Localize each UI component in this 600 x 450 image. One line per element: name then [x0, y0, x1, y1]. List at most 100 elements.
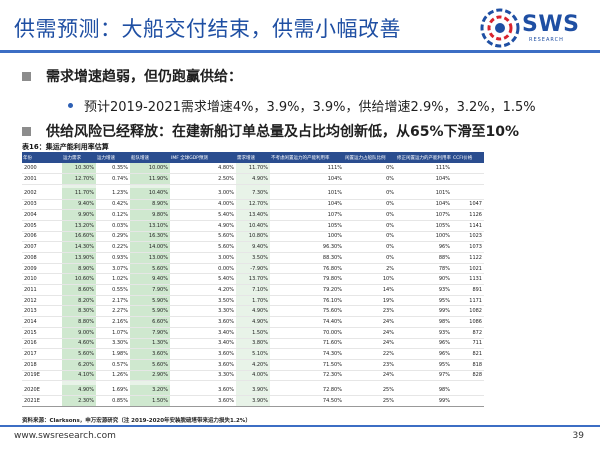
table-cell: 1.07% — [96, 327, 130, 339]
table-cell: 1122 — [452, 252, 484, 264]
table-cell: 5.40% — [170, 209, 236, 221]
spacer-cell — [130, 184, 170, 189]
table-cell: 4.20% — [170, 284, 236, 296]
table-cell: 0% — [344, 173, 396, 185]
table-cell: 2.27% — [96, 305, 130, 318]
table-cell: 7.90% — [130, 327, 170, 339]
table-cell: 13.20% — [62, 220, 96, 232]
year-cell: 2013 — [22, 305, 62, 318]
table-row: 2008 13.90% 0.93% 13.00% 3.00% 3.50% 88.30% 0% 8… — [22, 252, 484, 264]
square-bullet-icon — [22, 126, 31, 136]
table-cell: 9.40% — [236, 241, 270, 253]
table-cell: 9.90% — [62, 209, 96, 221]
table-cell: 9.00% — [62, 327, 96, 339]
table-row: 2017 5.60% 1.98% 3.60% 3.60% 5.10% 74.30% 22% 96… — [22, 348, 484, 360]
table-cell: 0% — [344, 163, 396, 175]
table-cell: 25% — [344, 395, 396, 407]
year-cell: 2018 — [22, 359, 62, 371]
spacer-cell — [62, 380, 96, 385]
table-cell: 76.10% — [270, 295, 344, 307]
table-cell: 104% — [270, 173, 344, 185]
table-cell: 24% — [344, 370, 396, 382]
table-header-cell: IMF 全球GDP预测 — [170, 152, 236, 163]
table-row: 2019E 4.10% 1.26% 2.90% 3.30% 4.00% 72.30% 24% 9… — [22, 370, 484, 382]
year-cell: 2016 — [22, 338, 62, 350]
table-cell: 3.60% — [170, 316, 236, 328]
table-cell: 10% — [344, 273, 396, 286]
table-cell: 107% — [396, 209, 452, 221]
table-header-cell: 修正闲置运力的产能利用率 — [396, 152, 452, 163]
table-cell: 3.80% — [236, 338, 270, 350]
table-row: 2010 10.60% 1.02% 9.40% 5.40% 13.70% 79.80% 10%… — [22, 273, 484, 286]
table-cell: 711 — [452, 338, 484, 350]
table-cell: 0.03% — [96, 220, 130, 232]
table-cell: 0.42% — [96, 199, 130, 211]
table-cell: 111% — [270, 163, 344, 175]
table-cell: 79.20% — [270, 284, 344, 296]
table-cell: 1.98% — [96, 348, 130, 360]
table-cell: 5.60% — [170, 241, 236, 253]
data-table: 年份 运力需求 运力增速 船队增速 IMF 全球GDP预测 需求增速 不考虑闲置… — [22, 152, 484, 407]
table-row: 2003 9.40% 0.42% 8.90% 4.00% 12.70% 104% 0% 104%… — [22, 199, 484, 211]
table-cell: 6.60% — [130, 316, 170, 328]
year-cell: 2006 — [22, 231, 62, 243]
table-header-cell: 闲置运力占船队比例 — [344, 152, 396, 163]
table-cell: 8.90% — [62, 263, 96, 275]
table-cell: 1.70% — [236, 295, 270, 307]
table-cell: 1141 — [452, 220, 484, 232]
bullet-demand: 需求增速趋弱，但仍跑赢供给： — [22, 66, 242, 86]
table-cell: 93% — [396, 284, 452, 296]
table-cell: 74.40% — [270, 316, 344, 328]
table-cell: 13.00% — [130, 252, 170, 264]
table-cell: 11.70% — [236, 163, 270, 175]
table-cell: 5.60% — [62, 348, 96, 360]
table-cell: 95% — [396, 359, 452, 371]
footer-divider — [0, 425, 600, 427]
year-cell: 2011 — [22, 284, 62, 296]
table-cell: 1086 — [452, 316, 484, 328]
table-cell: 3.30% — [170, 370, 236, 382]
table-cell: 0.00% — [170, 263, 236, 275]
table-cell: 23% — [344, 305, 396, 318]
table-cell: 7.10% — [236, 284, 270, 296]
table-cell: 0.22% — [96, 241, 130, 253]
table-row: 2005 13.20% 0.03% 13.10% 4.90% 10.40% 105% 0% 10… — [22, 220, 484, 232]
table-cell: 3.07% — [96, 263, 130, 275]
year-cell: 2001 — [22, 173, 62, 185]
table-cell: 3.20% — [130, 384, 170, 396]
table-cell: 75.60% — [270, 305, 344, 318]
table-cell: 4.90% — [236, 173, 270, 185]
table-cell: 2.30% — [62, 395, 96, 407]
table-cell: 0% — [344, 231, 396, 243]
table-cell: 8.90% — [130, 199, 170, 211]
table-cell: 4.90% — [236, 305, 270, 318]
table-cell: 1.26% — [96, 370, 130, 382]
table-cell: 0% — [344, 220, 396, 232]
table-cell: 3.90% — [236, 395, 270, 407]
table-cell: 105% — [270, 220, 344, 232]
table-row: 2015 9.00% 1.07% 7.90% 3.40% 1.50% 70.00% 24% 93… — [22, 327, 484, 339]
table-cell: 11.90% — [130, 173, 170, 185]
table-cell: 111% — [396, 163, 452, 175]
table-cell: 4.00% — [170, 199, 236, 211]
table-cell: 11.70% — [62, 188, 96, 200]
table-cell: 4.60% — [62, 338, 96, 350]
table-cell: 10.40% — [130, 188, 170, 200]
table-row: 2000 10.30% 0.35% 10.00% 4.80% 11.70% 111% 0% 11… — [22, 163, 484, 175]
table-cell: 1171 — [452, 295, 484, 307]
table-cell: 14.30% — [62, 241, 96, 253]
table-cell: 100% — [270, 231, 344, 243]
table-cell: 3.30% — [170, 305, 236, 318]
table-cell: 71.50% — [270, 359, 344, 371]
spacer-cell — [236, 380, 270, 385]
sws-logo-icon — [480, 8, 520, 48]
year-cell: 2000 — [22, 163, 62, 175]
table-cell: 3.60% — [170, 348, 236, 360]
table-header-cell: CCFI价格 — [452, 152, 484, 163]
table-cell: 1.50% — [236, 327, 270, 339]
table-cell: 72.80% — [270, 384, 344, 396]
capacity-utilization-table: 年份 运力需求 运力增速 船队增速 IMF 全球GDP预测 需求增速 不考虑闲置… — [22, 152, 484, 407]
table-cell: 104% — [396, 199, 452, 211]
table-cell: 95% — [396, 295, 452, 307]
table-cell: 19% — [344, 295, 396, 307]
